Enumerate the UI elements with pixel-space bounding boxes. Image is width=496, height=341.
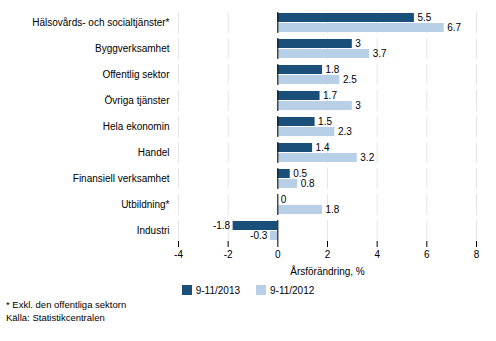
svg-text:3.7: 3.7 — [373, 48, 387, 59]
svg-text:8: 8 — [474, 249, 480, 260]
svg-text:Finansiell verksamhet: Finansiell verksamhet — [73, 173, 170, 184]
svg-text:Hela ekonomin: Hela ekonomin — [103, 121, 170, 132]
svg-text:4: 4 — [374, 249, 380, 260]
svg-text:0.5: 0.5 — [293, 168, 308, 180]
svg-text:1.4: 1.4 — [316, 142, 330, 153]
svg-text:2.5: 2.5 — [343, 74, 357, 85]
svg-text:1.8: 1.8 — [326, 204, 340, 215]
html-text:Källa: Statistikcentralen: Källa: Statistikcentralen — [6, 312, 105, 323]
svg-text:-0.3: -0.3 — [250, 230, 268, 241]
svg-text:1.8: 1.8 — [326, 64, 340, 75]
svg-text:Offentlig sektor: Offentlig sektor — [102, 69, 170, 80]
svg-text:3.2: 3.2 — [360, 152, 374, 163]
html-text:9-11/2013: 9-11/2013 — [195, 284, 240, 296]
svg-text:0.8: 0.8 — [301, 178, 315, 189]
html-text:9-11/2012: 9-11/2012 — [270, 284, 315, 296]
html-text:* Exkl. den offentliga sektorn: * Exkl. den offentliga sektorn — [6, 299, 127, 310]
svg-text:1.7: 1.7 — [323, 90, 337, 101]
svg-text:3: 3 — [355, 38, 361, 49]
svg-text:6: 6 — [424, 249, 430, 260]
svg-text:6.7: 6.7 — [447, 22, 461, 33]
svg-text:Byggverksamhet: Byggverksamhet — [95, 43, 170, 54]
svg-text:Hälsovårds- och socialtjänster: Hälsovårds- och socialtjänster* — [32, 17, 169, 28]
svg-text:2.3: 2.3 — [338, 126, 352, 137]
svg-text:Handel: Handel — [138, 147, 170, 158]
svg-text:2: 2 — [325, 249, 331, 260]
svg-text:-4: -4 — [174, 249, 183, 260]
svg-text:Årsförändring, %: Årsförändring, % — [290, 265, 365, 277]
svg-text:0: 0 — [275, 249, 281, 260]
svg-text:Utbildning*: Utbildning* — [121, 199, 169, 210]
svg-text:-2: -2 — [224, 249, 233, 260]
svg-text:5.5: 5.5 — [417, 12, 431, 23]
svg-text:Övriga tjänster: Övriga tjänster — [104, 95, 170, 106]
svg-text:-1.8: -1.8 — [213, 220, 231, 231]
svg-text:3: 3 — [355, 100, 361, 111]
svg-text:Industri: Industri — [137, 225, 170, 236]
svg-text:1.5: 1.5 — [318, 116, 332, 127]
svg-text:0: 0 — [281, 194, 287, 205]
